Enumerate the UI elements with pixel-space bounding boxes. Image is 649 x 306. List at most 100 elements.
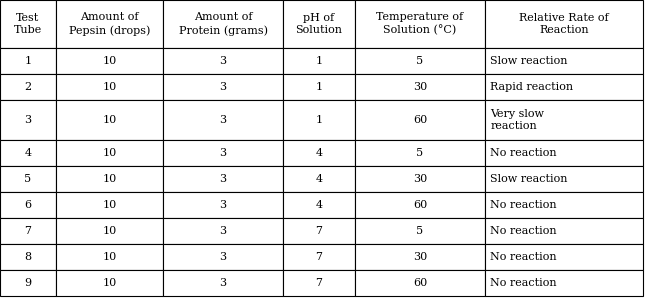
Bar	[56, 192, 163, 218]
Bar	[485, 192, 643, 218]
Bar	[0, 218, 56, 244]
Bar	[485, 0, 643, 48]
Text: Slow reaction: Slow reaction	[490, 56, 568, 66]
Text: 5: 5	[25, 174, 32, 184]
Bar	[56, 74, 163, 100]
Text: 30: 30	[413, 252, 427, 262]
Bar	[355, 48, 485, 74]
Bar	[56, 48, 163, 74]
Text: 3: 3	[219, 82, 227, 92]
Text: 7: 7	[315, 278, 323, 288]
Bar	[0, 192, 56, 218]
Bar	[283, 74, 355, 100]
Text: 10: 10	[103, 174, 117, 184]
Text: 2: 2	[25, 82, 32, 92]
Bar	[283, 218, 355, 244]
Text: Very slow
reaction: Very slow reaction	[490, 109, 545, 131]
Bar	[56, 140, 163, 166]
Bar	[0, 74, 56, 100]
Bar	[163, 0, 283, 48]
Bar	[0, 244, 56, 270]
Bar	[163, 140, 283, 166]
Bar	[485, 100, 643, 140]
Bar	[283, 100, 355, 140]
Bar	[163, 166, 283, 192]
Text: No reaction: No reaction	[490, 226, 557, 236]
Text: 4: 4	[25, 148, 32, 158]
Text: 3: 3	[25, 115, 32, 125]
Bar	[56, 166, 163, 192]
Text: 4: 4	[315, 200, 323, 210]
Bar	[355, 140, 485, 166]
Bar	[485, 140, 643, 166]
Bar	[283, 270, 355, 296]
Bar	[485, 48, 643, 74]
Bar	[485, 244, 643, 270]
Text: Test
Tube: Test Tube	[14, 13, 42, 35]
Text: No reaction: No reaction	[490, 200, 557, 210]
Text: 7: 7	[315, 226, 323, 236]
Text: 7: 7	[315, 252, 323, 262]
Bar	[56, 270, 163, 296]
Text: Amount of
Protein (grams): Amount of Protein (grams)	[178, 13, 267, 35]
Bar	[0, 270, 56, 296]
Text: 3: 3	[219, 252, 227, 262]
Text: 10: 10	[103, 278, 117, 288]
Text: No reaction: No reaction	[490, 278, 557, 288]
Bar	[283, 192, 355, 218]
Text: 10: 10	[103, 200, 117, 210]
Text: 4: 4	[315, 148, 323, 158]
Text: 3: 3	[219, 200, 227, 210]
Text: 10: 10	[103, 226, 117, 236]
Text: 3: 3	[219, 278, 227, 288]
Bar	[355, 0, 485, 48]
Text: Temperature of
Solution (°C): Temperature of Solution (°C)	[376, 13, 463, 35]
Bar	[485, 218, 643, 244]
Bar	[485, 74, 643, 100]
Bar	[163, 192, 283, 218]
Text: No reaction: No reaction	[490, 252, 557, 262]
Text: 10: 10	[103, 148, 117, 158]
Text: 5: 5	[417, 148, 424, 158]
Text: 3: 3	[219, 56, 227, 66]
Bar	[355, 244, 485, 270]
Bar	[163, 48, 283, 74]
Text: 10: 10	[103, 56, 117, 66]
Bar	[0, 100, 56, 140]
Bar	[283, 48, 355, 74]
Bar	[163, 100, 283, 140]
Text: 1: 1	[315, 115, 323, 125]
Text: 9: 9	[25, 278, 32, 288]
Text: 30: 30	[413, 82, 427, 92]
Bar	[283, 0, 355, 48]
Bar	[485, 270, 643, 296]
Text: 30: 30	[413, 174, 427, 184]
Bar	[355, 218, 485, 244]
Text: Relative Rate of
Reaction: Relative Rate of Reaction	[519, 13, 609, 35]
Bar	[56, 218, 163, 244]
Bar	[56, 244, 163, 270]
Text: 3: 3	[219, 115, 227, 125]
Text: 6: 6	[25, 200, 32, 210]
Text: 5: 5	[417, 226, 424, 236]
Bar	[355, 270, 485, 296]
Text: Slow reaction: Slow reaction	[490, 174, 568, 184]
Bar	[283, 244, 355, 270]
Text: 1: 1	[315, 56, 323, 66]
Bar	[0, 140, 56, 166]
Text: 10: 10	[103, 115, 117, 125]
Bar	[56, 100, 163, 140]
Text: 60: 60	[413, 200, 427, 210]
Text: No reaction: No reaction	[490, 148, 557, 158]
Text: 7: 7	[25, 226, 32, 236]
Text: 4: 4	[315, 174, 323, 184]
Bar	[355, 100, 485, 140]
Text: 10: 10	[103, 82, 117, 92]
Text: 5: 5	[417, 56, 424, 66]
Bar	[0, 166, 56, 192]
Bar	[56, 0, 163, 48]
Text: 10: 10	[103, 252, 117, 262]
Text: 8: 8	[25, 252, 32, 262]
Bar	[163, 270, 283, 296]
Bar	[0, 48, 56, 74]
